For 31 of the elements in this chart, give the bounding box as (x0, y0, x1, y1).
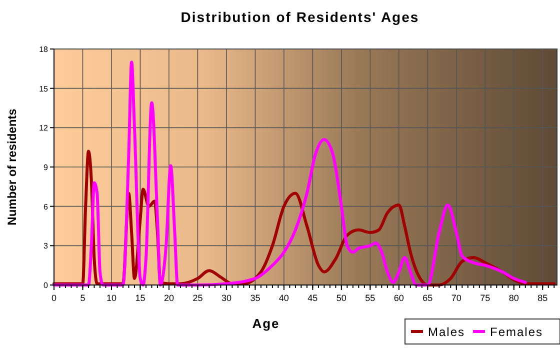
x-tick-label: 25 (192, 293, 203, 303)
x-tick-label: 80 (508, 293, 519, 303)
x-tick-label: 70 (451, 293, 462, 303)
x-tick-label: 45 (308, 293, 318, 303)
x-tick-label: 0 (51, 293, 57, 303)
chart-title: Distribution of Residents' Ages (180, 9, 420, 25)
x-axis-title: Age (252, 316, 280, 331)
x-tick-label: 65 (422, 293, 433, 303)
y-tick-label: 18 (39, 45, 49, 54)
x-tick-label: 60 (394, 293, 404, 303)
y-tick-label: 15 (39, 84, 49, 94)
x-tick-label: 85 (538, 293, 548, 303)
legend-label: Males (428, 325, 466, 339)
y-tick-label: 6 (44, 202, 49, 212)
y-tick-label: 12 (39, 124, 49, 133)
y-tick-label: 3 (44, 242, 49, 251)
x-tick-label: 50 (336, 293, 346, 303)
x-tick-label: 75 (480, 293, 490, 303)
line-series (52, 60, 527, 286)
y-tick-label: 0 (44, 281, 49, 290)
legend-label: Females (490, 325, 544, 339)
x-tick-label: 15 (135, 293, 146, 303)
x-tick-label: 5 (80, 293, 86, 303)
x-tick-label: 30 (221, 293, 232, 303)
y-axis-title: Number of residents (5, 108, 19, 226)
x-tick-label: 55 (365, 293, 376, 303)
y-tick-label: 9 (44, 163, 49, 172)
x-tick-label: 40 (278, 293, 289, 303)
x-tick-label: 35 (250, 293, 260, 303)
x-tick-label: 20 (164, 293, 174, 303)
x-tick-label: 10 (106, 293, 116, 303)
